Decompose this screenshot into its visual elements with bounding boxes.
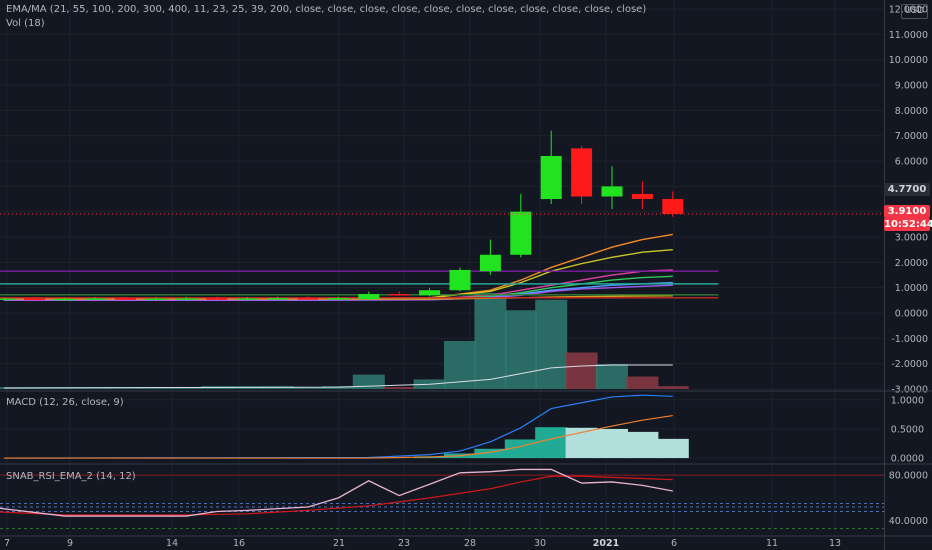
y-tick-label: 12.0000	[889, 5, 928, 16]
volume-bar	[474, 293, 507, 389]
y-tick-label: 0.0000	[895, 309, 928, 320]
volume-bar	[565, 352, 598, 389]
moving-average-line	[4, 284, 673, 302]
candle-body	[54, 298, 76, 301]
ema-indicator-label[interactable]: EMA/MA (21, 55, 100, 200, 300, 400, 11, …	[6, 4, 647, 15]
y-tick-label: 2.0000	[895, 258, 928, 269]
macd-histogram-bar	[626, 431, 659, 459]
y-tick-label: 9.0000	[895, 81, 928, 92]
x-tick-label: 28	[464, 538, 476, 549]
candle-body	[479, 254, 501, 272]
y-tick-label: -1.0000	[891, 334, 928, 345]
macd-y-tick-label: 0.0000	[891, 454, 924, 465]
candle-body	[297, 298, 319, 300]
y-tick-label: -2.0000	[891, 359, 928, 370]
countdown-badge: 10:52:44	[884, 218, 932, 231]
candle-body	[175, 298, 197, 300]
candle-body	[662, 199, 684, 214]
volume-bar	[383, 387, 416, 389]
macd-histogram-bar	[535, 427, 568, 459]
macd-indicator-label[interactable]: MACD (12, 26, close, 9)	[6, 397, 124, 408]
candle-body	[115, 298, 137, 300]
candle-body	[236, 298, 258, 300]
last-ema-badge: 4.7700	[884, 183, 930, 196]
x-tick-label: 30	[534, 538, 546, 549]
candle-body	[601, 186, 623, 197]
volume-bar	[504, 310, 537, 389]
candle-body	[84, 298, 106, 300]
y-tick-label: 11.0000	[889, 30, 928, 41]
candle-body	[327, 298, 349, 300]
candle-body	[267, 298, 289, 300]
rsi-line	[0, 468, 673, 517]
macd-y-tick-label: 1.0000	[891, 395, 924, 406]
candle-body	[358, 294, 380, 300]
y-tick-label: 8.0000	[895, 106, 928, 117]
volume-bar	[535, 299, 568, 389]
candle-body	[23, 298, 45, 301]
x-tick-label: 2021	[593, 538, 619, 549]
volume-bar	[170, 387, 203, 389]
y-tick-label: -3.0000	[891, 385, 928, 396]
volume-bar	[656, 386, 689, 389]
x-tick-label: 7	[4, 538, 10, 549]
y-tick-label: 6.0000	[895, 157, 928, 168]
y-tick-label: 10.0000	[889, 55, 928, 66]
rsi-y-tick-label: 40.0000	[889, 516, 928, 527]
candle-body	[419, 290, 441, 296]
signal-line	[4, 414, 673, 459]
x-tick-label: 14	[166, 538, 178, 549]
rsi-y-tick-label: 80.0000	[889, 471, 928, 482]
volume-bar	[596, 364, 628, 389]
x-tick-label: 16	[233, 538, 245, 549]
macd-histogram-bar	[474, 448, 507, 459]
volume-bar	[626, 376, 659, 389]
price-badge: 3.9100	[884, 205, 930, 218]
volume-bar	[292, 387, 324, 389]
x-tick-label: 23	[398, 538, 410, 549]
x-tick-label: 9	[67, 538, 73, 549]
candle-body	[449, 269, 471, 291]
candle-body	[0, 298, 15, 301]
candle-body	[206, 298, 228, 300]
y-tick-label: 1.0000	[895, 283, 928, 294]
macd-histogram-bar	[656, 438, 689, 459]
x-tick-label: 13	[829, 538, 841, 549]
macd-line	[3, 394, 673, 459]
volume-ma-line	[3, 364, 673, 389]
rsi-indicator-label[interactable]: SNAB_RSI_EMA_2 (14, 12)	[6, 471, 136, 482]
macd-histogram-bar	[596, 428, 628, 459]
x-tick-label: 21	[333, 538, 345, 549]
macd-y-tick-label: 0.5000	[891, 424, 924, 435]
candle-body	[510, 211, 532, 255]
y-tick-label: 3.0000	[895, 233, 928, 244]
candle-body	[388, 294, 410, 296]
candle-body	[145, 298, 167, 301]
volume-indicator-label[interactable]: Vol (18)	[6, 18, 45, 29]
candle-body	[631, 193, 653, 200]
candle-body	[540, 155, 562, 200]
currency-button[interactable]: USD	[901, 4, 928, 19]
x-tick-label: 6	[671, 538, 677, 549]
x-tick-label: 11	[766, 538, 778, 549]
y-tick-label: 7.0000	[895, 131, 928, 142]
candle-body	[571, 148, 593, 197]
